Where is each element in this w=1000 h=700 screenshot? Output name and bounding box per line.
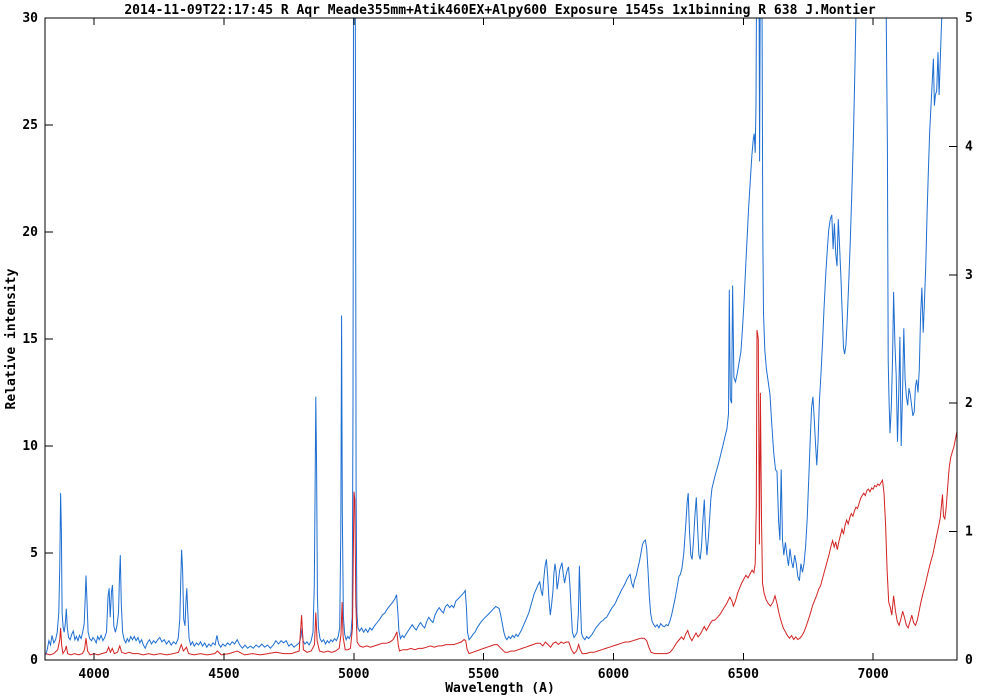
chart-title: 2014-11-09T22:17:45 R Aqr Meade355mm+Ati… <box>124 3 876 18</box>
y-right-tick-label: 4 <box>965 139 973 154</box>
y-right-tick-label: 2 <box>965 396 973 411</box>
x-tick-label: 5500 <box>468 667 499 682</box>
x-tick-label: 7000 <box>857 667 888 682</box>
y-left-tick-label: 10 <box>22 439 38 454</box>
y-left-tick-label: 20 <box>22 225 38 240</box>
x-tick-label: 4500 <box>208 667 239 682</box>
red-spectrum-line <box>45 329 957 656</box>
y-left-tick-label: 30 <box>22 11 38 26</box>
y-right-tick-label: 5 <box>965 11 973 26</box>
x-tick-label: 6500 <box>728 667 759 682</box>
y-right-tick-label: 1 <box>965 525 973 540</box>
blue-spectrum-line <box>45 18 943 655</box>
x-tick-label: 4000 <box>78 667 109 682</box>
y-right-tick-label: 0 <box>965 653 973 668</box>
x-axis-label: Wavelength (A) <box>445 681 555 696</box>
x-tick-label: 5000 <box>338 667 369 682</box>
y-left-tick-label: 25 <box>22 118 38 133</box>
y-left-tick-label: 0 <box>30 653 38 668</box>
y-left-tick-label: 5 <box>30 546 38 561</box>
x-tick-label: 6000 <box>598 667 629 682</box>
y-right-tick-label: 3 <box>965 268 973 283</box>
y-left-tick-label: 15 <box>22 332 38 347</box>
